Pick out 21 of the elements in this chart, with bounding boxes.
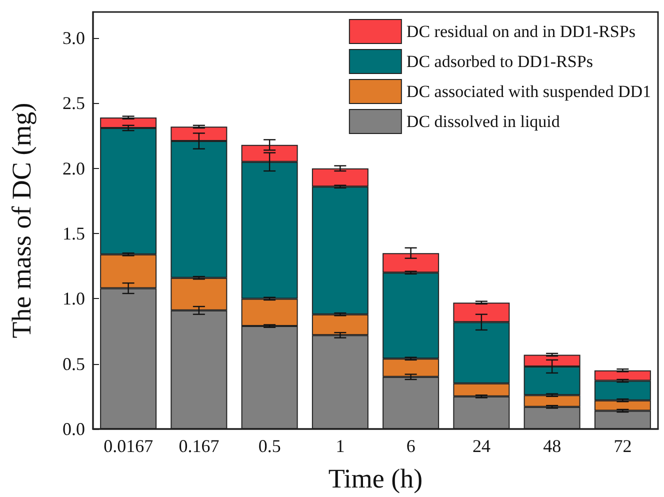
legend-label: DC adsorbed to DD1-RSPs (406, 52, 593, 71)
x-tick-label: 6 (406, 436, 416, 456)
y-tick-label: 0.0 (62, 419, 85, 439)
y-tick-label: 1.5 (62, 224, 85, 244)
y-tick-label: 1.0 (62, 288, 85, 309)
y-axis-title: The mass of DC (mg) (6, 102, 36, 338)
legend-label: DC associated with suspended DD1 (406, 82, 652, 101)
x-axis-title: Time (h) (328, 464, 423, 494)
x-tick-label: 72 (614, 436, 632, 456)
x-tick-label: 0.167 (178, 436, 220, 456)
x-tick-label: 24 (472, 436, 490, 456)
legend-label: DC residual on and in DD1-RSPs (406, 22, 636, 41)
x-tick-label: 0.5 (258, 436, 281, 456)
x-tick-label: 0.0167 (104, 436, 154, 456)
x-tick-label: 1 (336, 436, 345, 456)
y-tick-label: 2.0 (62, 158, 85, 178)
y-tick-label: 3.0 (62, 28, 85, 48)
y-tick-label: 0.5 (62, 354, 85, 374)
x-tick-label: 48 (543, 436, 562, 456)
y-tick-label: 2.5 (62, 93, 85, 114)
legend-label: DC dissolved in liquid (406, 112, 560, 131)
